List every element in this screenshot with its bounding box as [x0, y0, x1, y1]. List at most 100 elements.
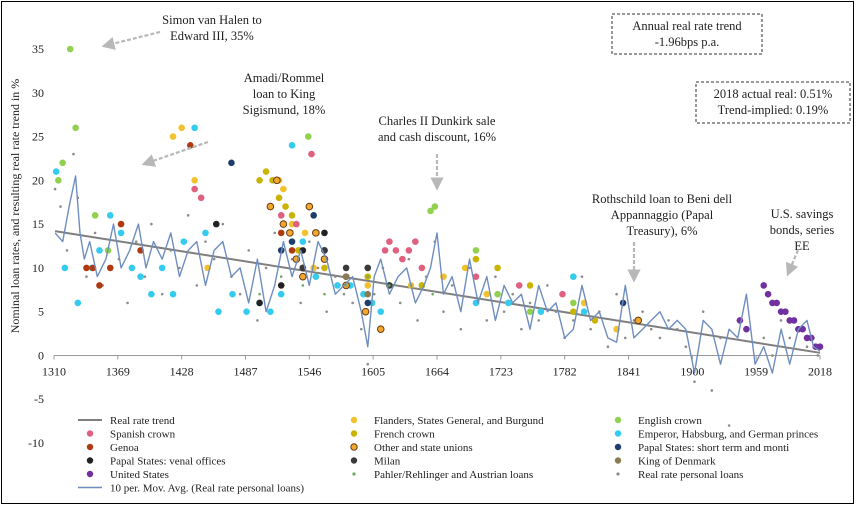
data-point: [59, 159, 66, 167]
y-axis-label-group: Nominal loan rates, and resulting real r…: [8, 79, 22, 334]
legend-label: Papal States: short term and monti: [638, 442, 789, 454]
data-point: [150, 222, 153, 226]
data-point: [658, 336, 662, 340]
data-point: [83, 264, 90, 272]
data-point: [191, 177, 198, 184]
data-point: [148, 290, 155, 298]
data-point: [376, 325, 385, 333]
data-point: [169, 133, 177, 140]
data-point: [442, 310, 445, 313]
legend-entry: Milan: [350, 456, 401, 468]
info-box: [611, 13, 763, 55]
legend-label: United States: [110, 469, 169, 481]
data-point: [494, 264, 501, 272]
data-point: [416, 319, 419, 322]
legend-swatch: [616, 472, 620, 476]
data-point: [52, 168, 60, 175]
data-point: [308, 240, 311, 243]
legend-label: Real rate personal loans: [638, 469, 743, 481]
data-point: [727, 424, 731, 427]
data-point: [760, 282, 768, 289]
data-point: [559, 290, 566, 298]
legend-swatch: [614, 430, 622, 437]
data-point: [494, 275, 497, 278]
data-point: [262, 168, 270, 175]
y-tick-label: 20: [32, 173, 44, 187]
data-point: [143, 275, 147, 278]
data-point: [55, 177, 62, 184]
legend-entry: Genoa: [86, 442, 139, 454]
y-tick-label: 35: [32, 42, 44, 56]
data-point: [483, 290, 491, 298]
data-point: [282, 203, 289, 210]
data-point: [615, 292, 618, 296]
data-point: [279, 220, 288, 228]
data-point: [381, 247, 389, 254]
data-point: [325, 310, 328, 313]
data-point: [277, 282, 285, 289]
data-point: [137, 273, 144, 280]
data-point: [264, 266, 268, 270]
data-point: [65, 249, 69, 252]
data-point: [59, 205, 62, 208]
legend-swatch: [352, 472, 356, 476]
data-point: [106, 264, 114, 272]
data-point: [266, 202, 275, 211]
data-point: [392, 247, 400, 254]
x-tick-label: 1900: [680, 364, 704, 378]
y-tick-label: 15: [32, 217, 44, 231]
legend-entry: Papal States: venal offices: [86, 456, 226, 468]
data-point: [293, 220, 300, 228]
legend-entry: King of Denmark: [614, 456, 716, 468]
legend-entry: United States: [86, 469, 169, 481]
data-point: [256, 319, 259, 322]
data-point: [511, 292, 515, 296]
legend-entry: Flanders, States General, and Burgund: [350, 415, 544, 427]
data-point: [169, 290, 177, 298]
data-point: [243, 308, 250, 315]
data-point: [342, 264, 350, 272]
legend-label: Flanders, States General, and Burgund: [374, 415, 544, 427]
data-point: [684, 345, 688, 348]
annotation-label: U.S. savings bonds, series EE: [770, 207, 835, 253]
data-point: [323, 292, 326, 296]
data-point: [386, 238, 393, 245]
y-tick-label: -5: [34, 392, 44, 406]
data-point: [753, 371, 757, 375]
data-point: [334, 282, 341, 289]
legend-entry: Pahler/Rehlinger and Austrian loans: [352, 469, 533, 481]
moving-average-layer: [54, 175, 821, 374]
data-point: [333, 275, 337, 278]
legend-label: Papal States: venal offices: [110, 456, 226, 468]
legend-entry: Other and state unions: [350, 442, 473, 454]
data-point: [816, 343, 824, 350]
data-point: [247, 249, 251, 252]
data-point: [256, 177, 263, 184]
data-point: [279, 275, 283, 278]
data-point: [308, 150, 315, 158]
data-point: [288, 238, 296, 245]
data-point: [321, 264, 328, 272]
data-point: [505, 299, 512, 307]
legend-swatch: [350, 457, 358, 464]
legend-swatch: [350, 443, 358, 451]
data-point: [461, 264, 469, 272]
data-point: [212, 220, 220, 228]
annotation-label: Charles II Dunkirk sale and cash discount…: [378, 114, 496, 144]
x-tick-label: 1487: [234, 364, 258, 378]
data-point: [299, 272, 307, 281]
data-point: [526, 282, 534, 289]
y-tick-label: 0: [38, 348, 44, 362]
data-point: [554, 310, 558, 313]
data-point: [805, 345, 809, 348]
data-point: [304, 133, 312, 140]
info-box-text: -1.96bps p.a.: [655, 35, 720, 49]
data-point: [418, 264, 426, 272]
y-axis-label: Nominal loan rates, and resulting real r…: [8, 79, 22, 334]
data-point: [771, 354, 774, 357]
legend-entry: Spanish crown: [86, 429, 176, 441]
legend-label: English crown: [638, 415, 702, 427]
data-point: [790, 317, 798, 324]
